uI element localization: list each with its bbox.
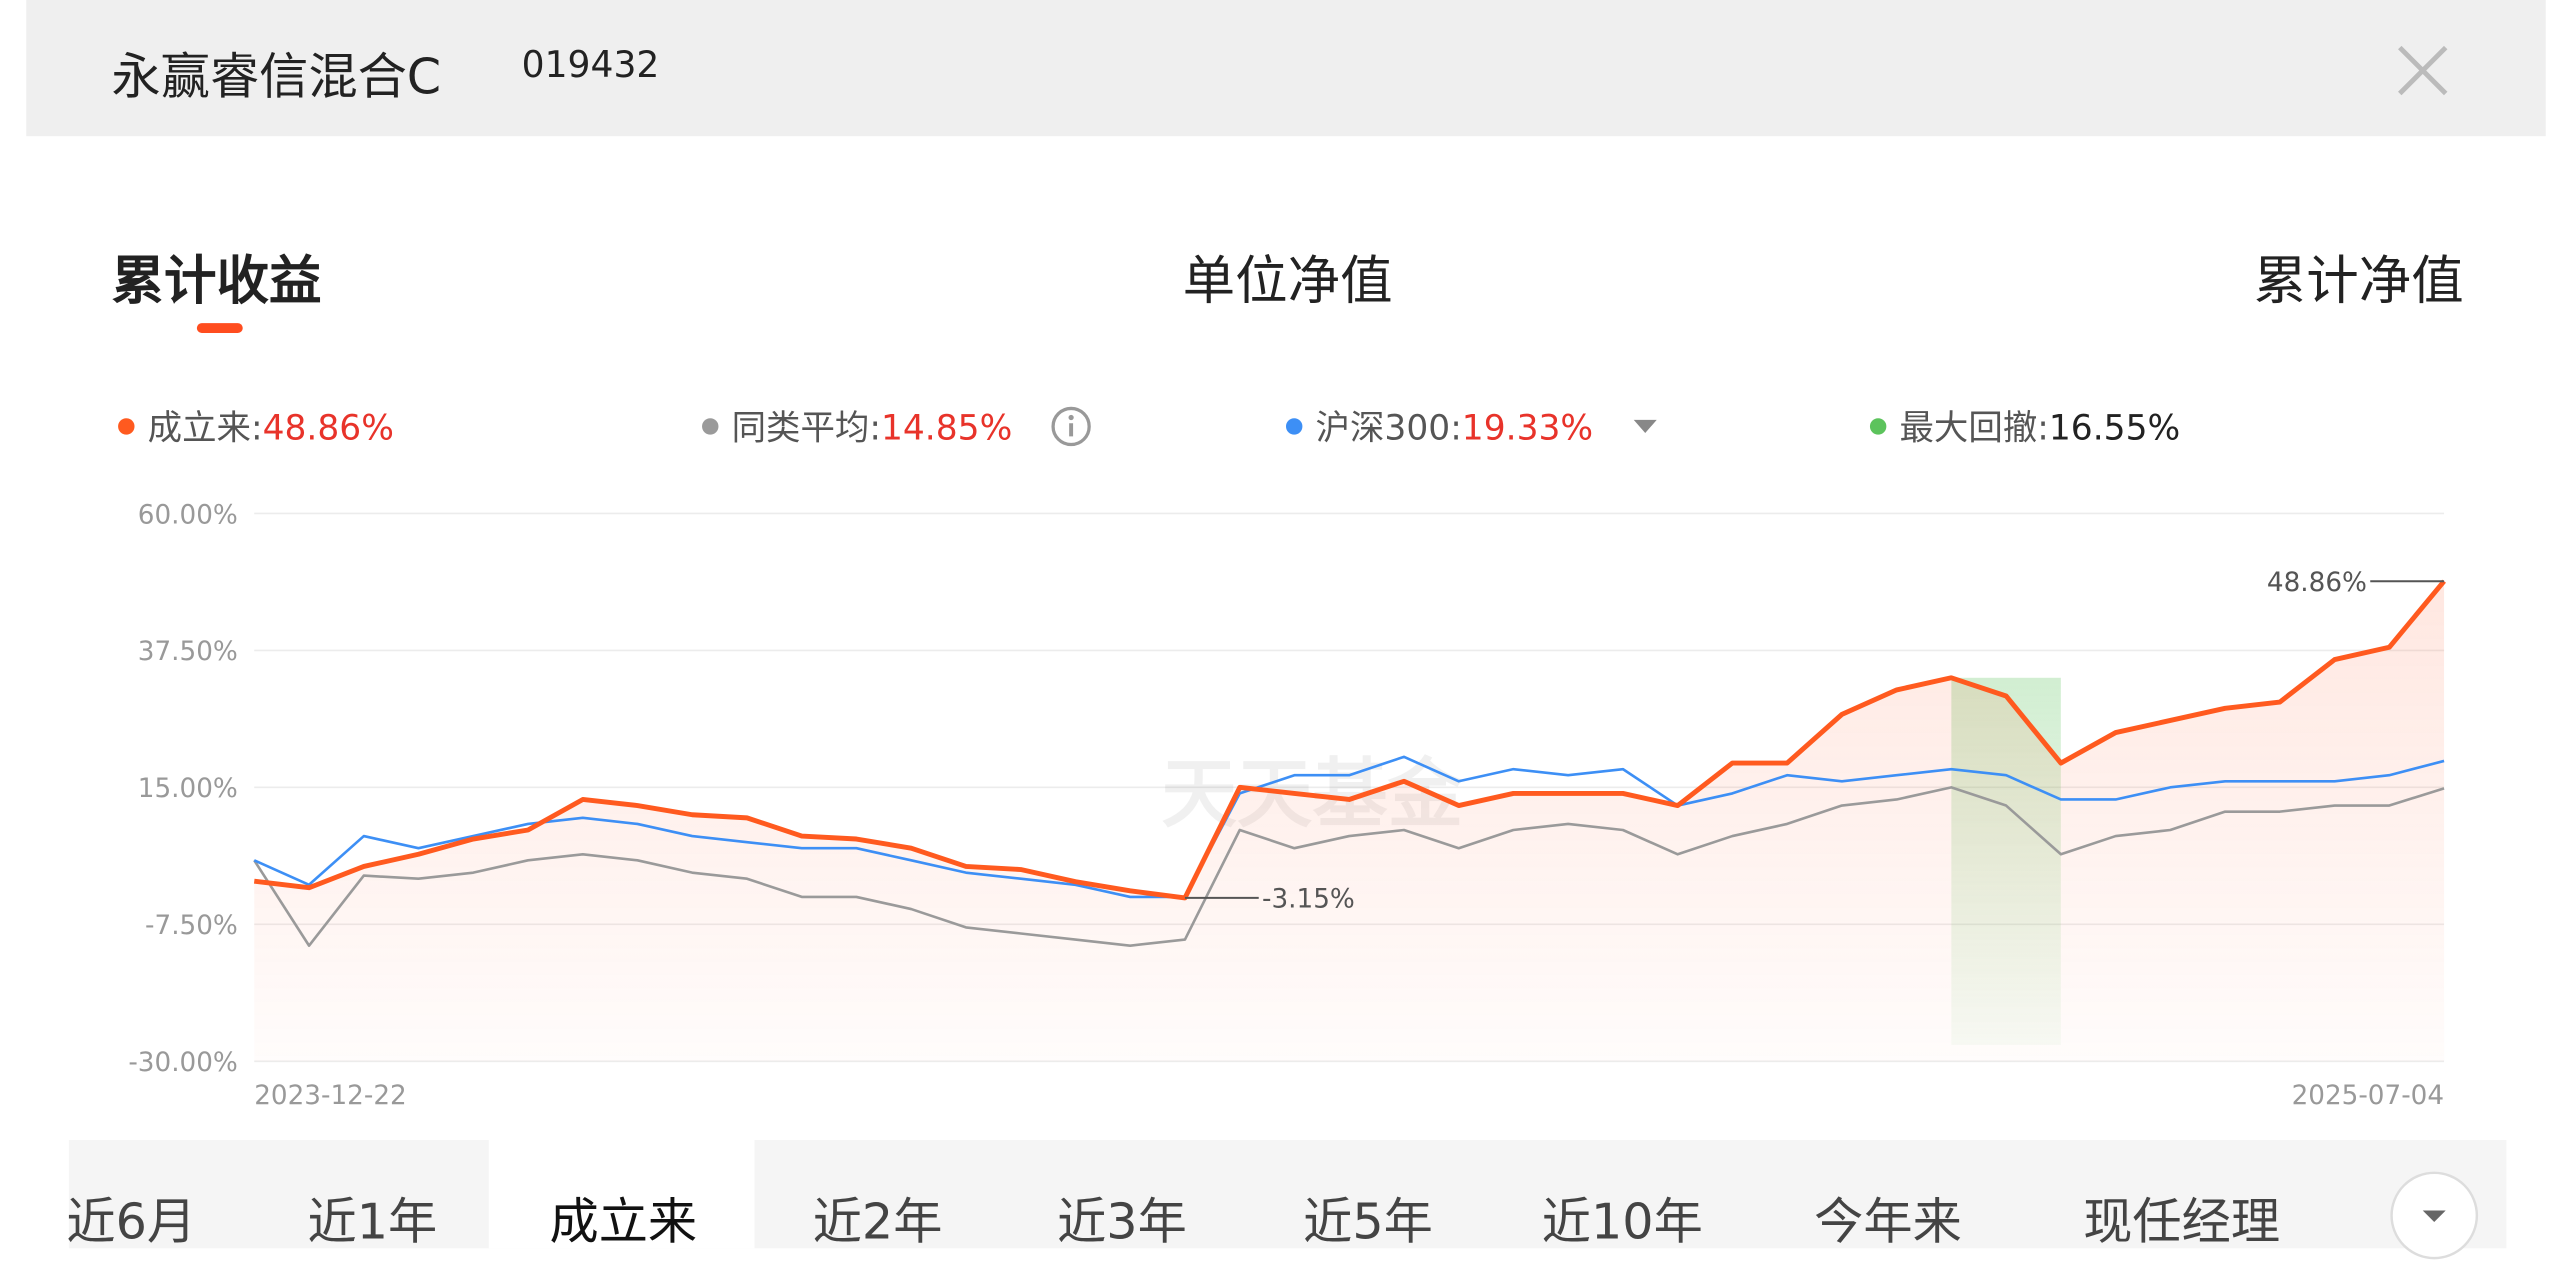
legend-item: 同类平均:14.85% <box>702 402 1012 451</box>
legend-item: 成立来:48.86% <box>118 402 394 451</box>
legend-value: 14.85% <box>880 408 1013 448</box>
legend-dot <box>118 418 135 435</box>
period-tab[interactable]: 近1年 <box>307 1194 438 1252</box>
y-tick-label: 37.50% <box>138 637 238 667</box>
legend-item: 沪深300:19.33% <box>1286 402 1593 451</box>
period-tab[interactable]: 今年来 <box>1814 1194 1962 1252</box>
y-tick-label: 15.00% <box>138 774 238 804</box>
period-tab[interactable]: 近6月 <box>66 1194 197 1252</box>
x-tick-label: 2025-07-04 <box>2292 1081 2444 1111</box>
fund-title: 永赢睿信混合C <box>111 49 442 107</box>
data-label: 48.86% <box>2267 568 2367 598</box>
legend-label: 最大回撤 <box>1899 408 2038 448</box>
period-selected-bg <box>488 1140 755 1249</box>
period-tab[interactable]: 成立来 <box>549 1194 698 1252</box>
legend-dot <box>1869 418 1887 435</box>
tab-indicator <box>196 323 243 333</box>
chart: -30.00% -7.50% 15.00% 37.50% 60.00% 2023-12-2… <box>128 500 2446 1111</box>
data-label: -3.15% <box>1262 885 1355 915</box>
period-tab[interactable]: 现任经理 <box>2083 1194 2281 1252</box>
period-tab[interactable]: 近2年 <box>812 1194 943 1252</box>
x-tick-label: 2023-12-22 <box>254 1081 406 1111</box>
legend-dot <box>702 418 719 435</box>
area-fill <box>254 581 2445 1062</box>
y-tick-label: 60.00% <box>138 500 238 530</box>
series-line <box>253 579 2446 901</box>
more-periods[interactable] <box>2388 1170 2480 1261</box>
period-bar <box>68 1140 2507 1249</box>
y-tick-label: -30.00% <box>128 1048 237 1078</box>
legend-item: 最大回撤:16.55% <box>1869 402 2181 451</box>
legend-dot <box>1286 418 1303 435</box>
tab[interactable]: 累计净值 <box>2253 249 2464 312</box>
tab[interactable]: 单位净值 <box>1182 249 1393 312</box>
series-line <box>253 786 2445 947</box>
legend-label: 沪深300 <box>1315 408 1451 448</box>
legend-label: 同类平均 <box>731 408 870 448</box>
period-tab[interactable]: 近5年 <box>1303 1194 1433 1252</box>
series-line <box>253 755 2445 899</box>
legend-label: 成立来 <box>147 408 251 448</box>
y-tick-label: -7.50% <box>145 911 238 941</box>
tab[interactable]: 累计收益 <box>111 249 322 312</box>
legend-value: 48.86% <box>262 408 394 448</box>
period-tab[interactable]: 近10年 <box>1541 1194 1703 1252</box>
benchmark-dropdown[interactable] <box>1632 417 1658 437</box>
fund-code: 019432 <box>521 45 660 87</box>
period-tab[interactable]: 近3年 <box>1057 1194 1187 1252</box>
header-bar <box>26 0 2546 137</box>
info-icon[interactable] <box>1050 405 1093 448</box>
legend-value: 16.55% <box>2048 408 2181 448</box>
close-button[interactable] <box>2395 43 2451 99</box>
legend-value: 19.33% <box>1461 408 1594 448</box>
